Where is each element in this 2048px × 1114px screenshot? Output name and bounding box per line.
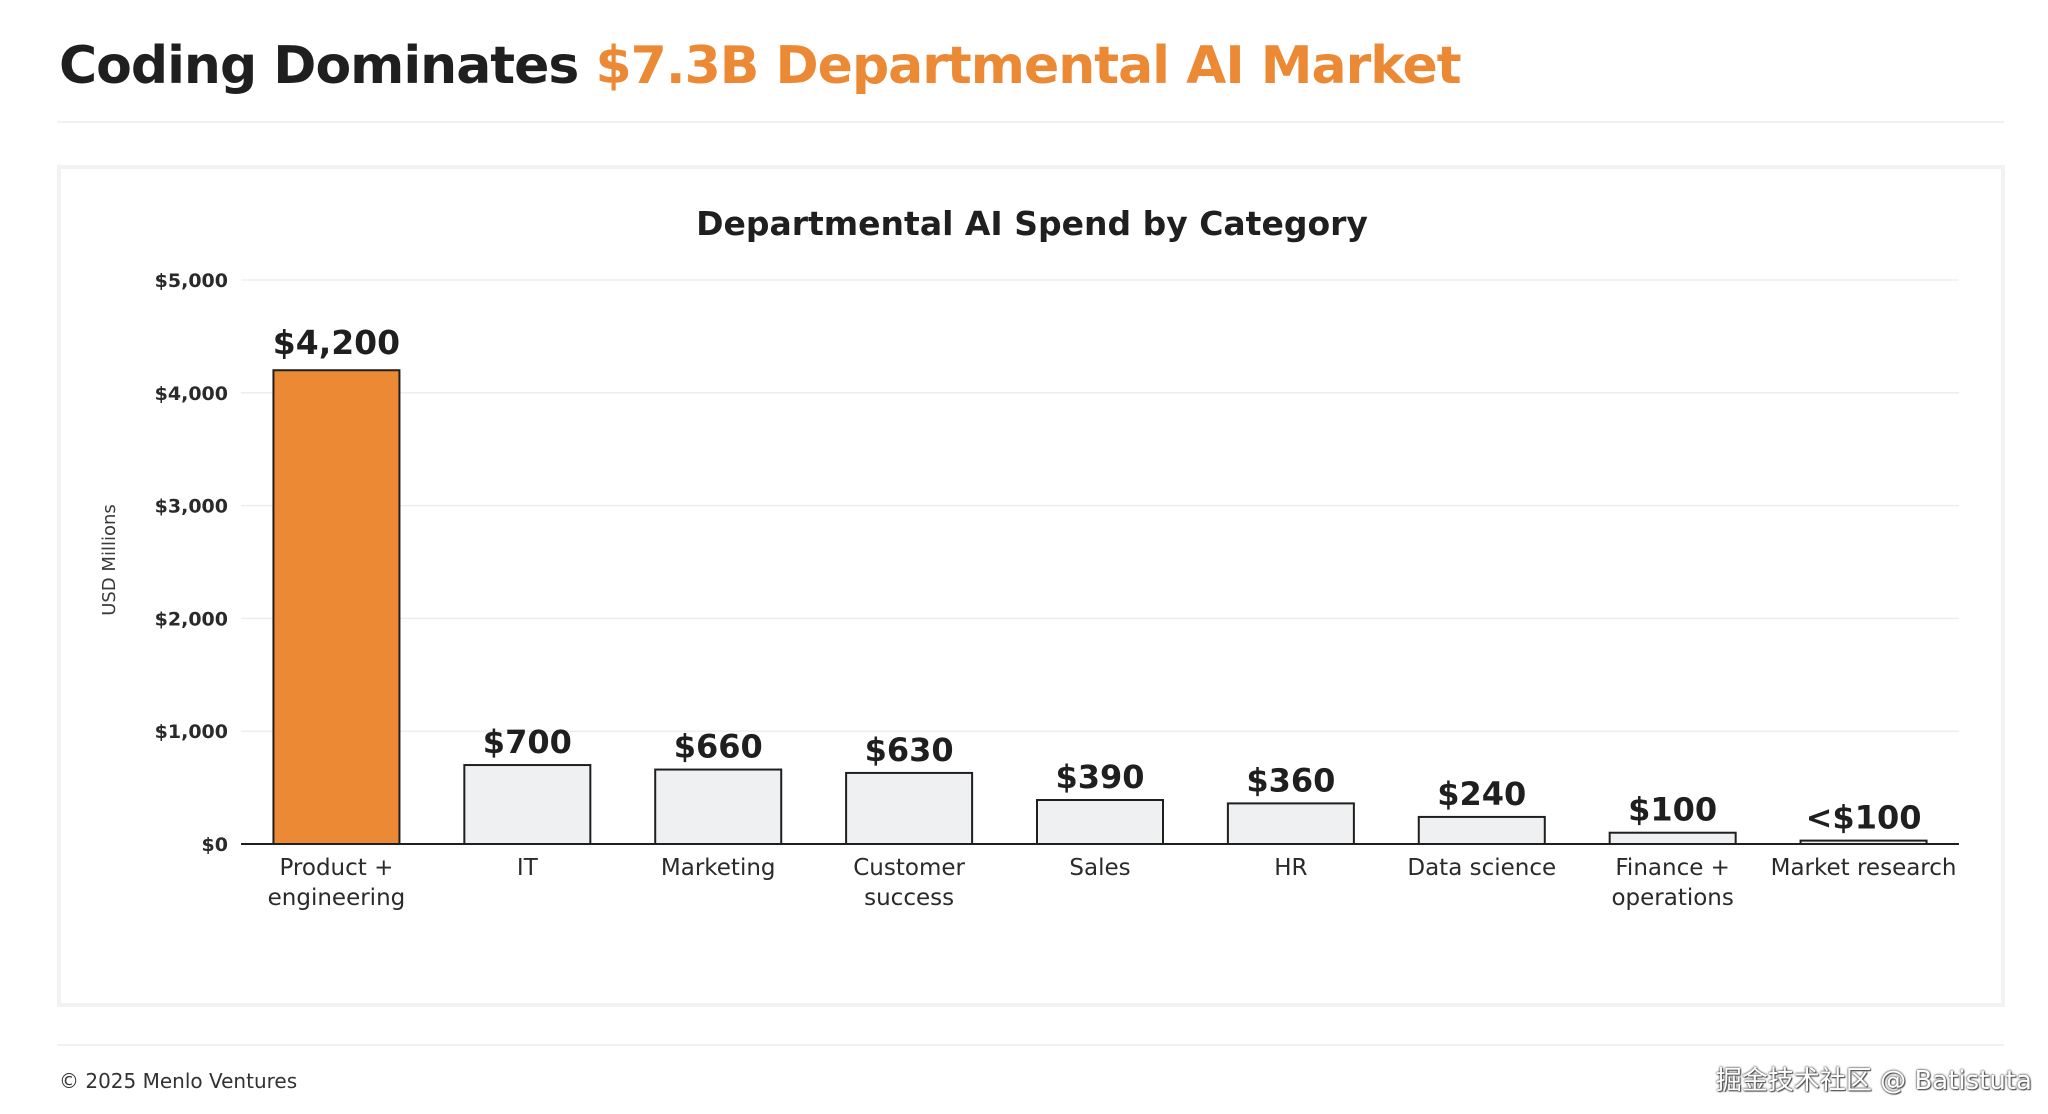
x-tick-label-line: Data science <box>1407 855 1556 881</box>
page-title: Coding Dominates $7.3B Departmental AI M… <box>59 30 1462 102</box>
x-tick-label: Marketing <box>661 855 776 881</box>
copyright-text: © 2025 Menlo Ventures <box>59 1069 298 1093</box>
value-labels: $4,200 $700 $660 $630 $390 $360 $240 $100 <$100 <box>273 323 1922 836</box>
y-tick-label: $3,000 <box>155 496 228 518</box>
x-tick-label: Market research <box>1771 855 1957 881</box>
y-tick-label: $0 <box>202 834 228 856</box>
value-label: $100 <box>1628 791 1717 829</box>
y-tick-label: $4,000 <box>155 383 228 405</box>
x-tick-label: Sales <box>1069 855 1130 881</box>
bar-chart: Departmental AI Spend by Category USD Mi… <box>99 204 1959 911</box>
x-tick-label: Customer success <box>853 855 965 911</box>
value-label: $240 <box>1437 775 1526 813</box>
bar <box>272 369 401 846</box>
chart-title: Departmental AI Spend by Category <box>696 204 1368 243</box>
x-tick-label: HR <box>1274 855 1307 881</box>
bar <box>1036 799 1164 845</box>
value-label: $4,200 <box>273 323 400 362</box>
value-label: $390 <box>1055 758 1144 796</box>
bar <box>1417 815 1546 845</box>
y-axis-label: USD Millions <box>99 504 120 616</box>
chart-card: Departmental AI Spend by Category USD Mi… <box>57 165 2005 1007</box>
watermark-text: 掘金技术社区 @ Batistuta <box>1715 1066 2032 1096</box>
value-label: $700 <box>483 723 572 761</box>
x-tick-label-line: Product + <box>279 855 393 881</box>
x-tick-label-line: operations <box>1611 885 1733 911</box>
y-tick-label: $2,000 <box>155 608 228 630</box>
x-tick-label-line: Marketing <box>661 855 776 881</box>
x-tick-label: Product + engineering <box>268 855 406 911</box>
x-tick-label-line: engineering <box>268 885 406 911</box>
header-divider <box>57 121 2004 123</box>
x-tick-label: IT <box>517 855 539 881</box>
x-tick-label-line: success <box>864 885 954 911</box>
x-tick-label-line: Finance + <box>1615 855 1730 881</box>
footer-divider <box>57 1044 2004 1046</box>
page-title-accent: $7.3B Departmental AI Market <box>595 36 1461 96</box>
x-tick-label: Finance + operations <box>1611 855 1733 911</box>
value-label: $660 <box>674 728 763 766</box>
bar <box>845 771 974 845</box>
bar <box>1226 802 1355 846</box>
value-label: $630 <box>865 731 954 769</box>
page-title-main: Coding Dominates <box>59 36 579 96</box>
gridlines <box>241 279 1959 732</box>
x-tick-label: Data science <box>1407 855 1556 881</box>
bar <box>463 764 592 845</box>
bars <box>272 369 1928 846</box>
bar <box>1608 831 1737 845</box>
y-axis-ticks: $0 $1,000 $2,000 $3,000 $4,000 $5,000 <box>155 270 228 856</box>
value-label: <$100 <box>1806 799 1922 837</box>
y-tick-label: $1,000 <box>155 721 228 743</box>
x-axis-ticks: Product + engineering IT Marketing Customer s… <box>268 855 1957 911</box>
value-label: $360 <box>1246 761 1335 799</box>
x-tick-label-line: Market research <box>1771 855 1957 881</box>
y-tick-label: $5,000 <box>155 270 228 292</box>
x-tick-label-line: HR <box>1274 855 1307 881</box>
x-tick-label-line: Sales <box>1069 855 1130 881</box>
x-tick-label-line: Customer <box>853 855 965 881</box>
bar <box>654 768 783 845</box>
x-tick-label-line: IT <box>517 855 539 881</box>
